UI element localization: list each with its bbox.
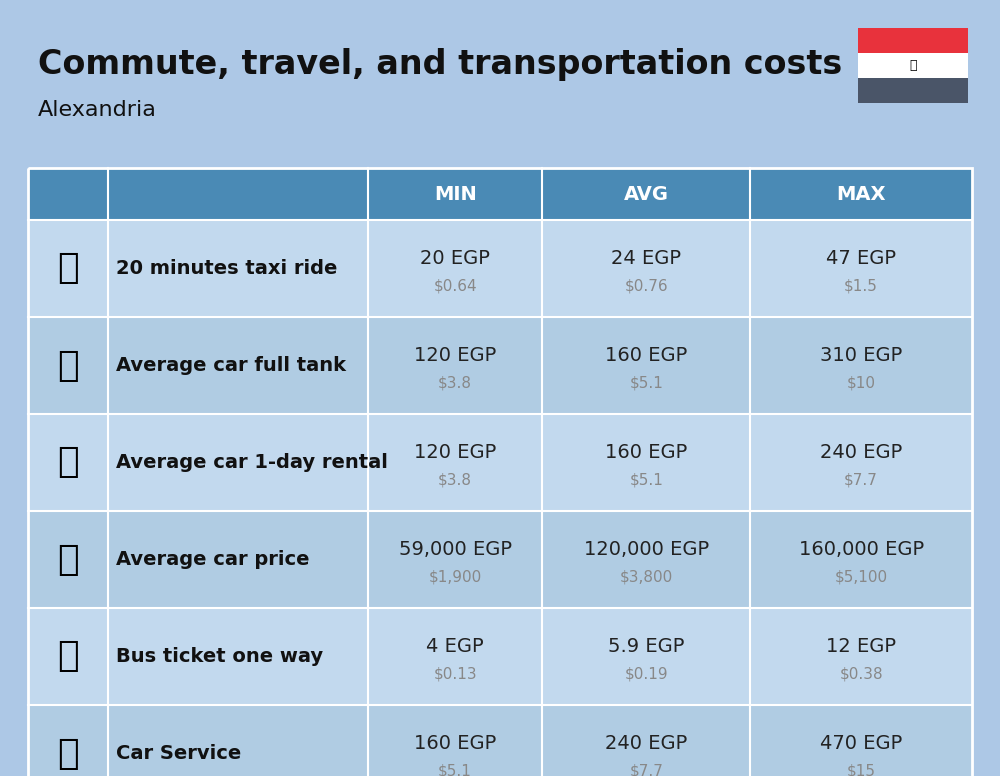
Bar xyxy=(28,168,972,776)
Text: $0.13: $0.13 xyxy=(433,667,477,681)
Text: $0.64: $0.64 xyxy=(433,279,477,293)
Text: 59,000 EGP: 59,000 EGP xyxy=(399,540,512,559)
Text: 470 EGP: 470 EGP xyxy=(820,734,902,753)
Text: $3.8: $3.8 xyxy=(438,473,472,487)
Text: $1,900: $1,900 xyxy=(429,570,482,584)
Text: 🚗: 🚗 xyxy=(57,542,79,577)
Text: 12 EGP: 12 EGP xyxy=(826,637,896,656)
Text: 🦅: 🦅 xyxy=(909,59,917,72)
Bar xyxy=(28,317,972,414)
Text: Average car 1-day rental: Average car 1-day rental xyxy=(116,453,388,472)
Text: $5,100: $5,100 xyxy=(835,570,888,584)
Text: 160 EGP: 160 EGP xyxy=(605,443,687,462)
Text: $5.1: $5.1 xyxy=(629,473,663,487)
Text: 20 minutes taxi ride: 20 minutes taxi ride xyxy=(116,259,338,278)
Text: Alexandria: Alexandria xyxy=(38,100,157,120)
Text: 47 EGP: 47 EGP xyxy=(826,249,896,268)
Text: AVG: AVG xyxy=(624,185,669,203)
Bar xyxy=(28,220,972,317)
Text: $0.76: $0.76 xyxy=(625,279,668,293)
Text: 🔧: 🔧 xyxy=(57,736,79,771)
Text: $3.8: $3.8 xyxy=(438,376,472,390)
Text: 120 EGP: 120 EGP xyxy=(414,443,496,462)
Text: $5.1: $5.1 xyxy=(438,764,472,776)
Text: $3,800: $3,800 xyxy=(620,570,673,584)
Text: Average car full tank: Average car full tank xyxy=(116,356,346,375)
Text: 5.9 EGP: 5.9 EGP xyxy=(608,637,685,656)
Bar xyxy=(858,78,968,103)
Text: 310 EGP: 310 EGP xyxy=(820,346,902,365)
Text: 120,000 EGP: 120,000 EGP xyxy=(584,540,709,559)
Text: 160 EGP: 160 EGP xyxy=(414,734,496,753)
Text: 20 EGP: 20 EGP xyxy=(420,249,490,268)
Text: $15: $15 xyxy=(847,764,876,776)
Text: 🚕: 🚕 xyxy=(57,251,79,286)
Text: MAX: MAX xyxy=(836,185,886,203)
Text: Car Service: Car Service xyxy=(116,744,241,763)
Text: ⛽: ⛽ xyxy=(57,348,79,383)
Bar xyxy=(858,53,968,78)
Text: Average car price: Average car price xyxy=(116,550,310,569)
Bar xyxy=(28,414,972,511)
Bar xyxy=(28,608,972,705)
Text: $7.7: $7.7 xyxy=(629,764,663,776)
Text: 4 EGP: 4 EGP xyxy=(426,637,484,656)
Text: Bus ticket one way: Bus ticket one way xyxy=(116,647,323,666)
Text: $7.7: $7.7 xyxy=(844,473,878,487)
Text: 24 EGP: 24 EGP xyxy=(611,249,681,268)
Bar xyxy=(28,168,972,220)
Text: Commute, travel, and transportation costs: Commute, travel, and transportation cost… xyxy=(38,48,842,81)
Text: $10: $10 xyxy=(847,376,876,390)
Text: 🚗: 🚗 xyxy=(57,445,79,480)
Text: 120 EGP: 120 EGP xyxy=(414,346,496,365)
Text: $0.19: $0.19 xyxy=(625,667,668,681)
Bar xyxy=(28,705,972,776)
Text: 160 EGP: 160 EGP xyxy=(605,346,687,365)
Bar xyxy=(28,511,972,608)
Bar xyxy=(858,28,968,53)
Text: 240 EGP: 240 EGP xyxy=(605,734,687,753)
Text: 🚌: 🚌 xyxy=(57,639,79,674)
Text: $0.38: $0.38 xyxy=(839,667,883,681)
Text: 160,000 EGP: 160,000 EGP xyxy=(799,540,924,559)
Text: $5.1: $5.1 xyxy=(629,376,663,390)
Text: $1.5: $1.5 xyxy=(844,279,878,293)
Text: MIN: MIN xyxy=(434,185,477,203)
Text: 240 EGP: 240 EGP xyxy=(820,443,902,462)
